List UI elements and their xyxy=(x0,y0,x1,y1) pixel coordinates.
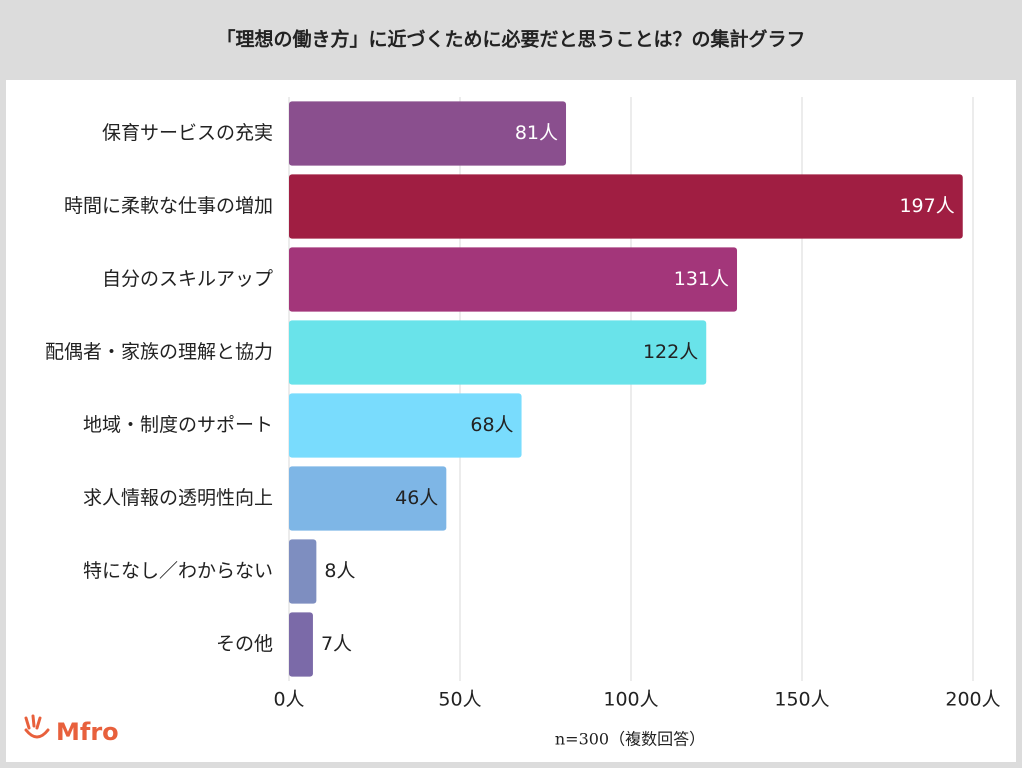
y-tick-label: 自分のスキルアップ xyxy=(102,268,273,290)
y-tick-label: 時間に柔軟な仕事の増加 xyxy=(64,195,273,217)
bar xyxy=(289,393,522,458)
value-label: 46人 xyxy=(395,487,438,509)
x-tick-label: 0人 xyxy=(273,689,304,711)
y-tick-label: 特になし／わからない xyxy=(83,560,273,582)
value-label: 131人 xyxy=(674,268,729,290)
x-tick-label: 100人 xyxy=(603,689,658,711)
value-label: 197人 xyxy=(899,195,954,217)
chart-title: 「理想の働き方」に近づくために必要だと思うことは？の集計グラフ xyxy=(216,28,805,51)
x-tick-label: 200人 xyxy=(945,689,1000,711)
bar xyxy=(289,320,707,385)
bar xyxy=(289,539,317,604)
value-label: 8人 xyxy=(324,560,355,582)
note: n=300（複数回答） xyxy=(555,730,705,749)
bar xyxy=(289,466,447,531)
bar xyxy=(289,101,567,166)
value-label: 7人 xyxy=(321,633,352,655)
value-label: 122人 xyxy=(643,341,698,363)
x-tick-label: 50人 xyxy=(438,689,481,711)
y-tick-label: 地域・制度のサポート xyxy=(83,414,273,436)
bar xyxy=(289,612,313,677)
value-label: 81人 xyxy=(515,122,558,144)
bar xyxy=(289,174,963,239)
bar xyxy=(289,247,738,312)
logo: Mfro xyxy=(56,718,119,746)
y-tick-label: その他 xyxy=(216,633,273,655)
value-label: 68人 xyxy=(470,414,513,436)
y-tick-label: 求人情報の透明性向上 xyxy=(83,487,273,509)
x-tick-label: 150人 xyxy=(774,689,829,711)
y-tick-label: 配偶者・家族の理解と協力 xyxy=(45,341,273,363)
logo-icon xyxy=(24,714,50,739)
y-tick-label: 保育サービスの充実 xyxy=(102,122,273,144)
